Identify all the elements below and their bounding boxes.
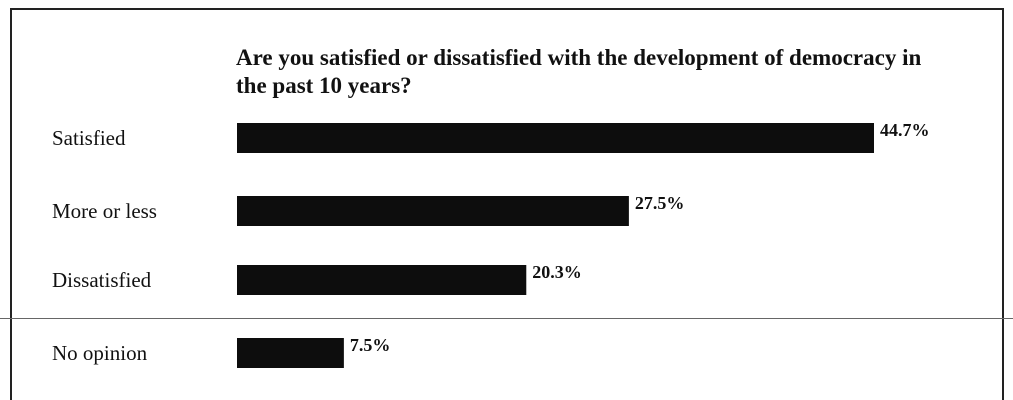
category-label-more-or-less: More or less [52,199,157,223]
bar-no-opinion [237,338,344,368]
value-label-satisfied: 44.7% [880,120,930,140]
value-label-dissatisfied: 20.3% [532,262,582,282]
bar-satisfied [237,123,874,153]
chart-title: Are you satisfied or dissatisfied with t… [236,45,922,98]
chart-frame [10,8,1004,400]
category-label-no-opinion: No opinion [52,341,148,365]
category-label-dissatisfied: Dissatisfied [52,268,152,292]
value-label-more-or-less: 27.5% [635,193,685,213]
bar-more-or-less [237,196,629,226]
value-label-no-opinion: 7.5% [350,335,391,355]
category-label-satisfied: Satisfied [52,126,126,150]
divider-line [0,318,1013,319]
bar-dissatisfied [237,265,527,295]
